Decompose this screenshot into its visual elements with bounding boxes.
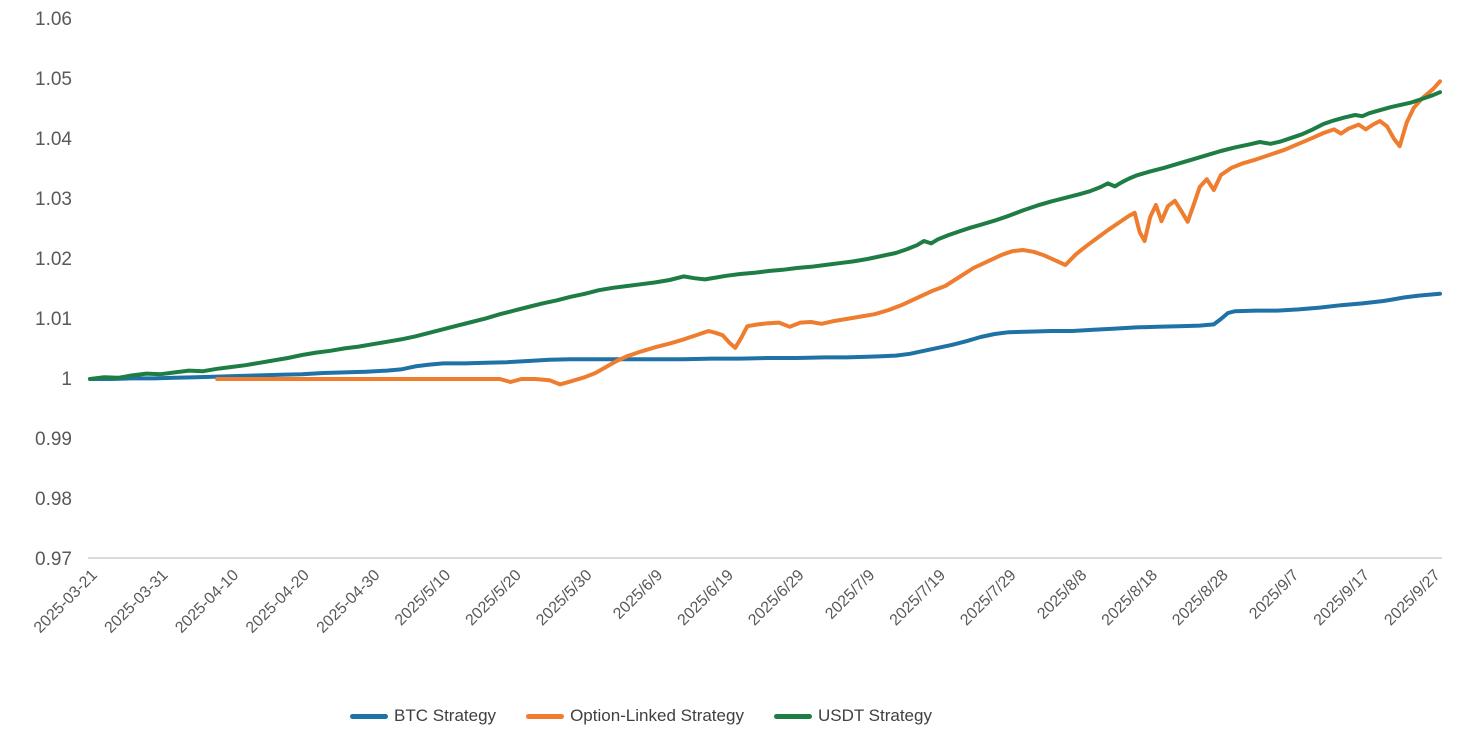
y-tick-label: 0.98 (35, 489, 72, 510)
x-tick-label: 2025/7/9 (822, 567, 878, 623)
x-tick-label: 2025/6/29 (745, 567, 807, 629)
legend-item-btc-strategy: BTC Strategy (350, 706, 496, 726)
x-tick-label: 2025/5/20 (463, 567, 525, 629)
x-axis: 2025-03-21 2025-03-31 2025-04-10 2025-04-20… (31, 567, 1444, 637)
line-chart: 1.06 1.05 1.04 1.03 1.02 1.01 1 0.99 0.98 0.97 20… (31, 9, 1444, 637)
x-tick-label: 2025/9/17 (1311, 567, 1373, 629)
x-tick-label: 2025/9/7 (1246, 567, 1302, 623)
y-tick-label: 1.03 (35, 189, 72, 210)
y-tick-label: 1.04 (35, 129, 72, 150)
series-line-option-linked-strategy (215, 79, 1442, 387)
x-tick-label: 2025/7/19 (887, 567, 949, 629)
x-tick-label: 2025/5/30 (533, 567, 595, 629)
btc-strategy-line-swatch (350, 713, 389, 719)
series-lines (88, 79, 1442, 387)
y-axis: 1.06 1.05 1.04 1.03 1.02 1.01 1 0.99 0.98 0.97 (35, 9, 72, 570)
y-tick-label: 0.99 (35, 429, 72, 450)
x-tick-label: 2025/8/28 (1169, 567, 1231, 629)
legend-item-option-linked-strategy: Option-Linked Strategy (526, 706, 744, 726)
legend-label-usdt-strategy: USDT Strategy (817, 706, 932, 725)
x-tick-label: 2025-04-30 (314, 567, 384, 637)
usdt-strategy-line-swatch (773, 713, 812, 719)
x-tick-label: 2025/8/8 (1034, 567, 1090, 623)
series-line-usdt-strategy (88, 90, 1442, 381)
x-tick-label: 2025/9/27 (1381, 567, 1443, 629)
legend-label-btc-strategy: BTC Strategy (394, 706, 497, 725)
x-tick-label: 2025/8/18 (1099, 567, 1161, 629)
x-tick-label: 2025-03-31 (102, 567, 172, 637)
x-tick-label: 2025-03-21 (31, 567, 101, 637)
x-tick-label: 2025/7/29 (957, 567, 1019, 629)
x-tick-label: 2025-04-20 (243, 567, 313, 637)
series-line-btc-strategy (88, 291, 1442, 381)
x-tick-label: 2025/6/9 (610, 567, 666, 623)
y-tick-label: 1.05 (35, 69, 72, 90)
option-linked-strategy-line-swatch (526, 713, 565, 719)
legend-item-usdt-strategy: USDT Strategy (773, 706, 932, 726)
x-tick-label: 2025/5/10 (392, 567, 454, 629)
y-tick-label: 1.01 (35, 309, 72, 330)
y-tick-label: 1 (61, 369, 72, 390)
y-tick-label: 1.02 (35, 249, 72, 270)
chart-legend: BTC Strategy Option-Linked Strategy USDT… (0, 706, 1474, 726)
x-tick-label: 2025-04-10 (172, 567, 242, 637)
y-tick-label: 1.06 (35, 9, 72, 30)
legend-label-option-linked-strategy: Option-Linked Strategy (570, 706, 744, 725)
x-tick-label: 2025/6/19 (675, 567, 737, 629)
y-tick-label: 0.97 (35, 549, 72, 570)
